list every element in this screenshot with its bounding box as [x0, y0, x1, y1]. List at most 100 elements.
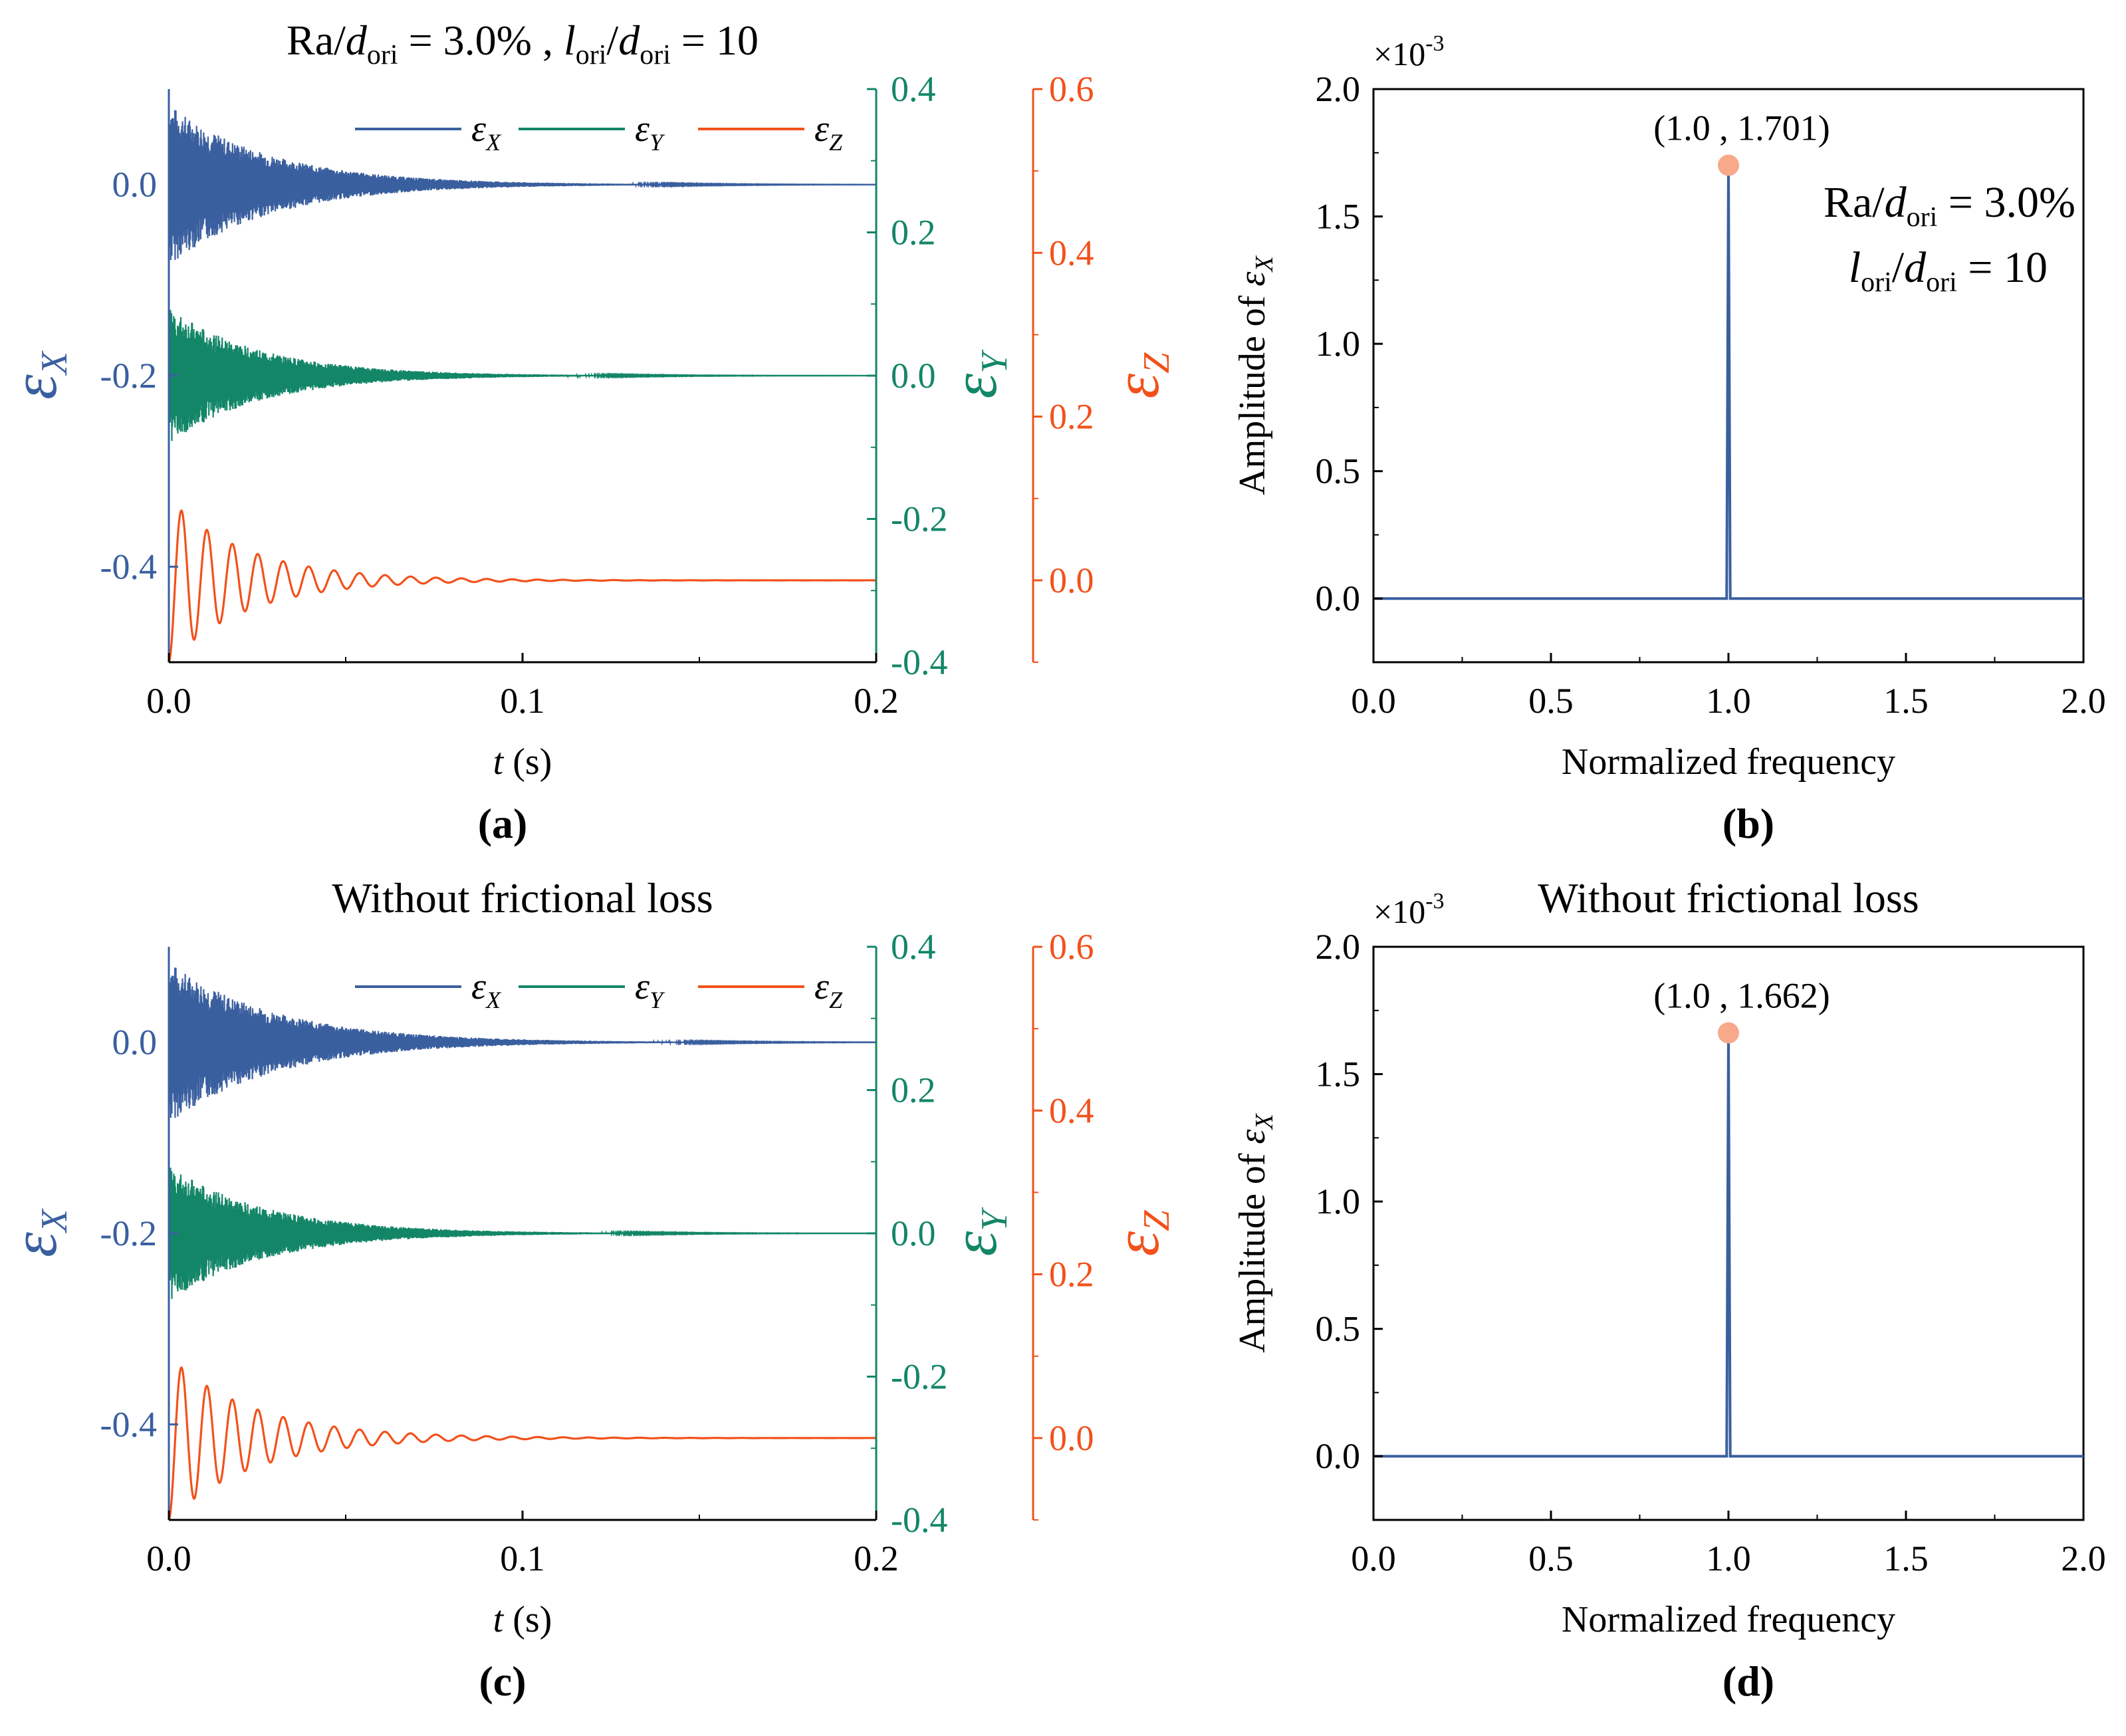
legend-symbol: ε	[635, 966, 650, 1007]
curves	[169, 967, 876, 1520]
axis-symbol: ε	[0, 374, 70, 400]
legend-label: εX	[471, 108, 502, 156]
tick-label-x-axis: -0.4	[100, 1404, 157, 1444]
tick-label-time: 0.0	[146, 1539, 191, 1578]
legend-label: εZ	[814, 966, 843, 1013]
legend-subscript: Y	[650, 987, 665, 1013]
annotation-part: d	[1885, 178, 1907, 227]
series-line-εY	[169, 1168, 876, 1299]
axis-subscript: Y	[974, 1207, 1015, 1231]
axis-symbol: ε	[1101, 1231, 1172, 1256]
tick-label-y-axis: 0.2	[891, 1070, 936, 1110]
ylabel-text: Amplitude of	[1232, 287, 1273, 495]
tick-label-amplitude: 2.0	[1316, 69, 1361, 109]
legend-symbol: ε	[471, 966, 487, 1007]
tick-label-time: 0.1	[500, 1539, 545, 1578]
panel-label: (a)	[478, 800, 528, 847]
tick-label-z-axis: 0.2	[1049, 1255, 1094, 1295]
legend-symbol: ε	[471, 108, 487, 150]
ylabel-text: Amplitude of	[1232, 1144, 1273, 1353]
tick-label-y-axis: 0.2	[891, 213, 936, 253]
title-part: d	[618, 17, 640, 64]
ylabel-subscript: X	[1250, 1112, 1278, 1130]
ylabel-symbol: ε	[1232, 271, 1273, 287]
axis-subscript: X	[34, 350, 75, 376]
panel-label: (b)	[1722, 800, 1774, 847]
axis-title-frequency: Normalized frequency	[1562, 741, 1895, 783]
series-line-εX	[169, 967, 876, 1118]
tick-label-frequency: 2.0	[2061, 681, 2106, 721]
tick-label-y-axis: -0.4	[891, 1500, 947, 1540]
tick-label-y-axis: -0.2	[891, 1357, 947, 1397]
annotation-part: /	[1892, 243, 1905, 292]
axis-title-y: εY	[939, 349, 1015, 399]
axis-var: t	[493, 741, 505, 783]
legend-symbol: ε	[814, 966, 830, 1007]
axis-var: t	[493, 1599, 505, 1640]
tick-label-frequency: 0.0	[1351, 681, 1396, 721]
series-line-εY	[169, 310, 876, 441]
tick-label-frequency: 0.0	[1351, 1539, 1396, 1578]
annotation-part: = 10	[1957, 243, 2048, 292]
tick-label-z-axis: 0.6	[1049, 927, 1094, 967]
tick-label-y-axis: 0.0	[891, 356, 936, 396]
multiplier-base: ×10	[1373, 35, 1425, 72]
peak-label: (1.0 , 1.701)	[1653, 108, 1830, 148]
legend-subscript: Z	[829, 129, 843, 156]
spectrum-line	[1373, 1033, 2083, 1458]
title-part: l	[564, 17, 576, 64]
tick-label-z-axis: 0.4	[1049, 1090, 1094, 1130]
axis-multiplier: ×10-3	[1373, 31, 1445, 72]
panel-c: Without frictional loss-0.4-0.20.0εX-0.4…	[0, 874, 1177, 1705]
legend-subscript: Y	[650, 129, 665, 156]
series-line-εZ	[169, 509, 876, 662]
tick-label-z-axis: 0.4	[1049, 233, 1094, 273]
axis-title-x: εX	[0, 1207, 75, 1257]
title-part: ori	[576, 40, 607, 70]
axis-symbol: ε	[939, 1231, 1010, 1256]
tick-label-x-axis: 0.0	[112, 165, 158, 205]
spectrum-line	[1373, 165, 2083, 600]
axis-title-y: εY	[939, 1207, 1015, 1257]
axis-subscript: Z	[1136, 352, 1177, 374]
legend-symbol: ε	[814, 108, 830, 150]
axis-title-z: εZ	[1101, 1210, 1177, 1257]
tick-label-x-axis: -0.2	[100, 356, 157, 396]
legend-subscript: X	[485, 987, 502, 1013]
tick-label-time: 0.2	[854, 1539, 899, 1578]
axis-subscript: Z	[1136, 1210, 1177, 1231]
tick-label-frequency: 1.5	[1883, 681, 1929, 721]
tick-label-frequency: 0.5	[1528, 681, 1574, 721]
peak-marker	[1718, 154, 1739, 176]
peak-marker	[1718, 1022, 1739, 1044]
axis-title-amplitude: Amplitude of εX	[1232, 255, 1278, 495]
tick-label-y-axis: -0.4	[891, 642, 947, 682]
annotation-l: lori/dori = 10	[1849, 243, 2048, 298]
axis-symbol: ε	[0, 1232, 70, 1257]
tick-label-frequency: 1.5	[1883, 1539, 1929, 1578]
tick-label-y-axis: 0.4	[891, 927, 936, 967]
tick-label-amplitude: 0.0	[1316, 1436, 1361, 1476]
axis-symbol: ε	[939, 373, 1010, 398]
axis-symbol: ε	[1101, 373, 1172, 398]
series-line-εZ	[169, 1366, 876, 1520]
ylabel-symbol: ε	[1232, 1129, 1273, 1144]
multiplier-base: ×10	[1373, 893, 1425, 930]
tick-label-amplitude: 0.0	[1316, 578, 1361, 618]
annotation-part: d	[1904, 243, 1927, 292]
multiplier-exponent: -3	[1425, 31, 1444, 56]
peak-label: (1.0 , 1.662)	[1653, 975, 1830, 1015]
tick-label-amplitude: 0.5	[1316, 1309, 1361, 1349]
tick-label-amplitude: 1.0	[1316, 324, 1361, 364]
tick-label-x-axis: -0.4	[100, 547, 157, 586]
title-part: /	[606, 17, 618, 64]
tick-label-z-axis: 0.2	[1049, 397, 1094, 437]
tick-label-amplitude: 1.0	[1316, 1181, 1361, 1221]
panel-label: (c)	[479, 1658, 526, 1705]
tick-label-x-axis: -0.2	[100, 1213, 157, 1253]
tick-label-amplitude: 2.0	[1316, 927, 1361, 967]
panel-d: Without frictional loss 0.0 0.5 1.0 1.5 2.0 0.…	[1232, 874, 2106, 1705]
legend-subscript: Z	[829, 987, 843, 1013]
title-part: ori	[367, 40, 398, 70]
tick-label-frequency: 0.5	[1528, 1539, 1574, 1578]
